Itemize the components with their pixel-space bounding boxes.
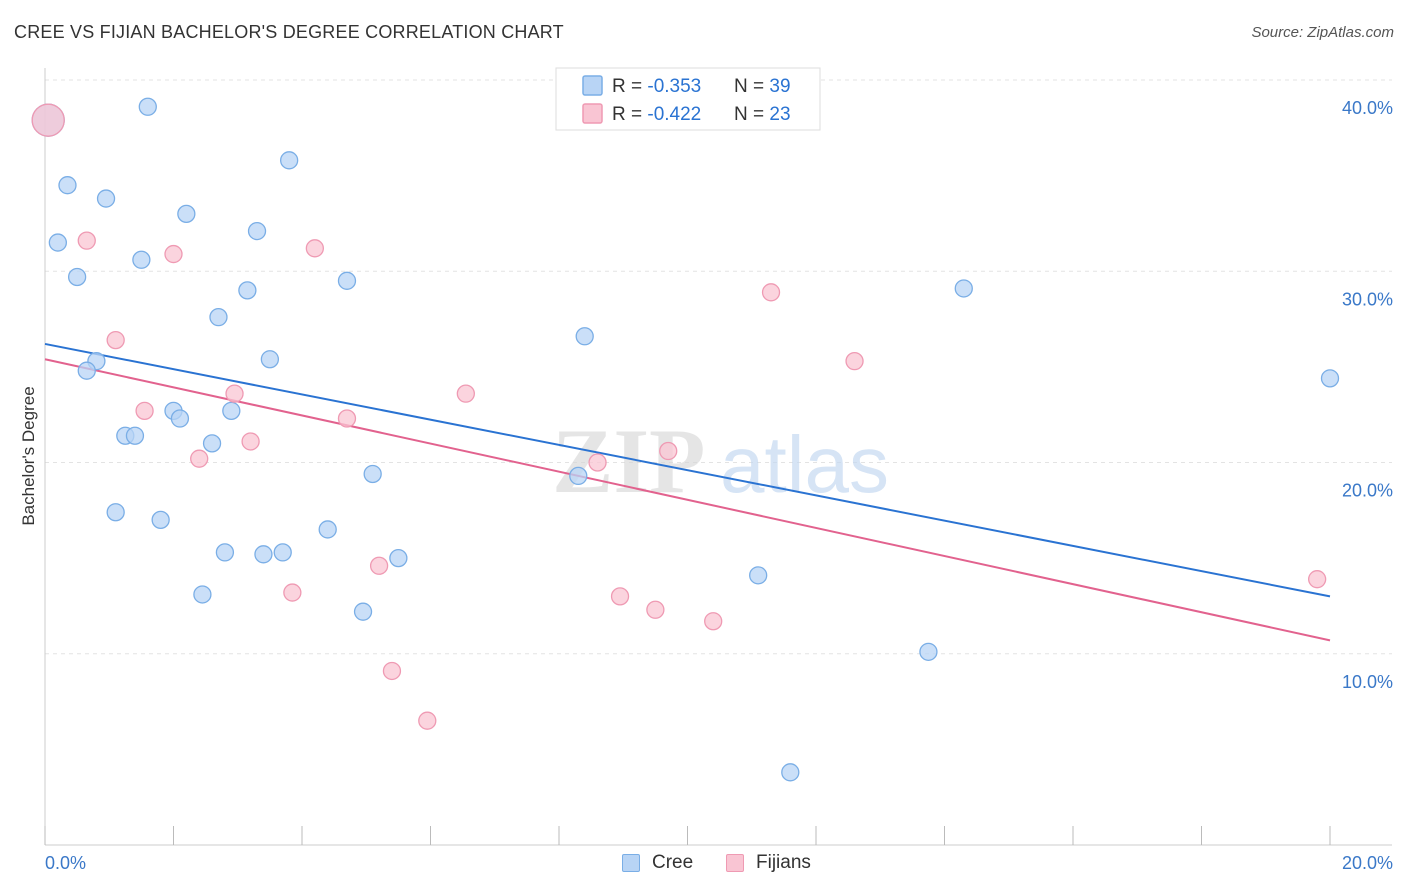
fijian-point xyxy=(704,612,723,631)
fijian-point xyxy=(164,244,183,264)
cree-point xyxy=(353,602,373,621)
fijian-point xyxy=(456,384,475,403)
legend-swatch-fijians xyxy=(582,103,603,124)
fijian-point xyxy=(659,441,678,461)
watermark: ZIP atlas xyxy=(552,410,889,512)
cree-point xyxy=(202,434,222,453)
cree-point xyxy=(193,585,212,604)
cree-point xyxy=(254,545,273,564)
fijian-point xyxy=(761,283,781,302)
trend-line-cree xyxy=(44,342,1331,598)
cree-point xyxy=(67,267,87,287)
cree-point xyxy=(569,466,588,486)
cree-point xyxy=(749,566,768,585)
fijian-point xyxy=(283,583,302,602)
svg-text:N = 23: N = 23 xyxy=(734,104,791,125)
cree-point xyxy=(48,233,67,252)
cree-point xyxy=(273,543,292,562)
legend-fijians-r-label: R = xyxy=(612,104,647,125)
cree-point xyxy=(215,543,235,562)
legend-fijians-n-value: 23 xyxy=(769,104,790,125)
legend-swatch-cree-bottom xyxy=(622,854,640,872)
cree-point xyxy=(58,176,77,195)
cree-point xyxy=(318,520,337,539)
fijian-point xyxy=(31,103,65,137)
fijian-point xyxy=(190,449,209,468)
legend-bottom: Cree Fijians xyxy=(0,852,1406,878)
cree-point xyxy=(247,221,267,241)
fijian-point xyxy=(588,453,607,472)
legend-swatch-fijians-bottom xyxy=(726,854,744,872)
trend-lines xyxy=(44,342,1331,642)
legend-fijians-n-label: N = xyxy=(734,104,769,125)
cree-point xyxy=(279,151,299,170)
legend-label-fijians: Fijians xyxy=(756,852,811,873)
chart-title: CREE VS FIJIAN BACHELOR'S DEGREE CORRELA… xyxy=(14,22,564,42)
fijian-point xyxy=(610,587,630,606)
legend-top: R = -0.353 N = 39 R = -0.422 N = 23 xyxy=(555,67,821,131)
cree-point xyxy=(151,510,170,530)
svg-text:R = -0.422: R = -0.422 xyxy=(612,104,701,125)
watermark-atlas: atlas xyxy=(720,420,889,509)
watermark-zip: ZIP xyxy=(552,410,705,512)
legend-swatch-cree xyxy=(582,75,603,96)
cree-point xyxy=(138,97,157,116)
x-tick-label: 20.0% xyxy=(1342,853,1393,873)
fijian-point xyxy=(135,401,154,421)
cree-point xyxy=(209,307,228,327)
cree-point xyxy=(96,189,116,208)
legend-cree-r-value: -0.353 xyxy=(647,76,701,97)
grid-layer xyxy=(45,79,1392,655)
cree-point xyxy=(222,401,241,421)
y-tick-label: 10.0% xyxy=(1342,672,1393,692)
y-tick-label: 30.0% xyxy=(1342,289,1393,309)
fijian-point xyxy=(77,231,96,250)
y-axis-label: Bachelor's Degree xyxy=(19,386,38,525)
legend-label-cree: Cree xyxy=(652,852,694,873)
legend-cree-n-value: 39 xyxy=(769,76,790,97)
fijian-point xyxy=(337,409,357,428)
legend-fijians-r-value: -0.422 xyxy=(647,104,701,125)
svg-text:R = -0.353: R = -0.353 xyxy=(612,76,701,97)
cree-point xyxy=(260,350,280,369)
cree-point xyxy=(781,763,800,782)
cree-point xyxy=(132,250,151,269)
cree-point xyxy=(77,361,96,380)
fijian-point xyxy=(646,600,665,619)
fijian-point xyxy=(106,330,125,350)
cree-point xyxy=(177,204,196,224)
cree-point xyxy=(106,503,125,522)
cree-point xyxy=(363,464,382,484)
trend-line-fijians xyxy=(44,358,1331,642)
svg-text:N = 39: N = 39 xyxy=(734,76,791,97)
cree-point xyxy=(170,409,190,428)
legend-cree-r-label: R = xyxy=(612,76,647,97)
fijian-point xyxy=(241,432,260,451)
cree-point xyxy=(954,279,973,298)
points-layer xyxy=(31,97,1340,782)
fijian-point xyxy=(225,384,244,403)
fijian-point xyxy=(305,239,325,258)
legend-cree-n-label: N = xyxy=(734,76,769,97)
legend-item-fijians[interactable]: Fijians xyxy=(726,852,811,874)
cree-point xyxy=(1320,369,1340,388)
axes-layer: 10.0% 20.0% 30.0% 40.0% 0.0% 20.0% xyxy=(44,68,1393,873)
cree-point xyxy=(337,271,357,290)
fijian-point xyxy=(369,556,389,575)
y-tick-label: 40.0% xyxy=(1342,98,1393,118)
cree-point xyxy=(238,281,257,300)
y-tick-label: 20.0% xyxy=(1342,481,1393,501)
source-credit: Source: ZipAtlas.com xyxy=(1251,24,1394,41)
cree-point xyxy=(919,642,938,661)
cree-point xyxy=(575,327,594,346)
legend-item-cree[interactable]: Cree xyxy=(622,852,693,874)
fijian-point xyxy=(1308,570,1327,589)
fijian-point xyxy=(382,661,402,681)
x-tick-label: 0.0% xyxy=(45,853,86,873)
cree-point xyxy=(125,426,145,445)
cree-point xyxy=(389,548,408,568)
fijian-point xyxy=(845,351,864,371)
fijian-point xyxy=(418,711,437,730)
